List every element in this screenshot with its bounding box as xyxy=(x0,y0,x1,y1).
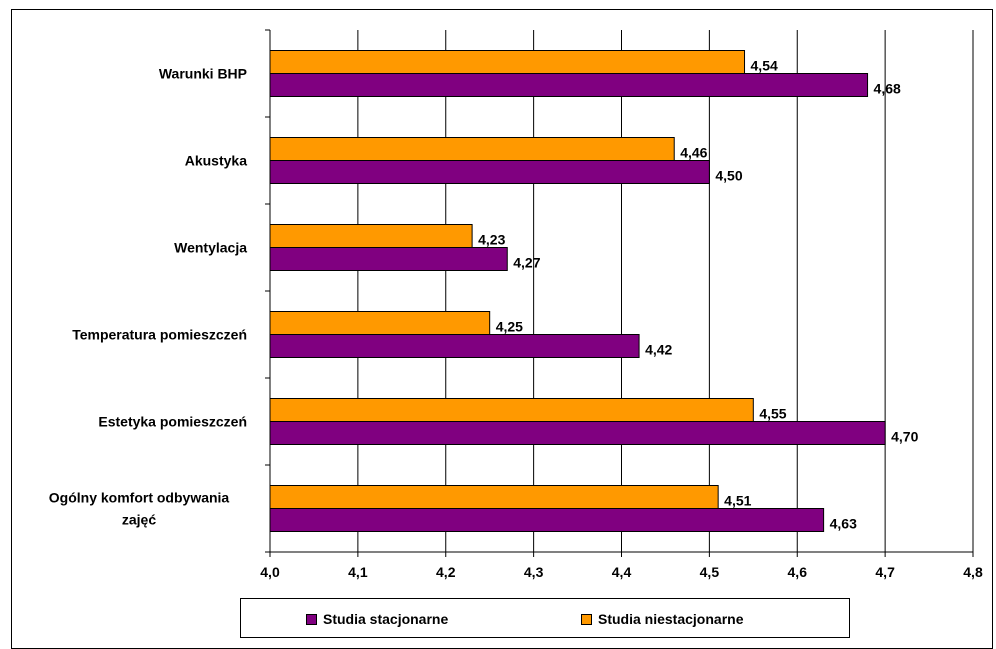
data-label: 4,54 xyxy=(751,58,778,74)
bar xyxy=(269,334,640,358)
chart-frame xyxy=(11,9,993,649)
x-tick-label: 4,3 xyxy=(524,564,544,580)
data-label: 4,46 xyxy=(680,145,707,161)
legend-item-niestacjonarne: Studia niestacjonarne xyxy=(581,611,743,627)
category-label: Wentylacja xyxy=(174,240,247,256)
legend-swatch-stacjonarne xyxy=(306,613,317,625)
bar xyxy=(269,485,719,509)
data-label: 4,27 xyxy=(513,255,540,271)
data-label: 4,50 xyxy=(715,168,742,184)
bar xyxy=(269,137,675,161)
bar xyxy=(269,508,825,532)
bar-chart: 4,0 4,1 4,2 4,3 4,4 4,5 4,6 4,7 4,8 4,54 4,68 Warun… xyxy=(49,29,983,580)
x-tick-label: 4,7 xyxy=(875,564,895,580)
bar xyxy=(269,73,869,97)
legend-item-stacjonarne: Studia stacjonarne xyxy=(306,611,448,627)
x-tick-label: 4,5 xyxy=(700,564,720,580)
bar xyxy=(269,398,754,422)
x-tick-label: 4,2 xyxy=(436,564,456,580)
x-tick-label: 4,8 xyxy=(963,564,983,580)
legend-swatch-niestacjonarne xyxy=(581,613,592,625)
category-label: Temperatura pomieszczeń xyxy=(72,327,247,343)
data-label: 4,25 xyxy=(496,319,523,335)
bar xyxy=(269,224,473,248)
legend-label-niestacjonarne: Studia niestacjonarne xyxy=(598,611,744,627)
data-label: 4,68 xyxy=(874,81,901,97)
category-label: zajęć xyxy=(122,512,156,528)
x-tick-label: 4,6 xyxy=(788,564,808,580)
category-label: Akustyka xyxy=(185,153,247,169)
category-label: Warunki BHP xyxy=(159,66,247,82)
bar xyxy=(269,247,508,271)
data-label: 4,55 xyxy=(759,406,786,422)
data-label: 4,70 xyxy=(891,429,918,445)
data-label: 4,63 xyxy=(830,516,857,532)
bar xyxy=(269,160,710,184)
category-label: Ogólny komfort odbywania xyxy=(49,490,230,506)
bar xyxy=(269,50,746,74)
legend-label-stacjonarne: Studia stacjonarne xyxy=(323,611,449,627)
data-label: 4,23 xyxy=(478,232,505,248)
bar xyxy=(269,311,491,335)
category-label: Estetyka pomieszczeń xyxy=(98,414,247,430)
x-tick-label: 4,4 xyxy=(612,564,632,580)
bar xyxy=(269,421,886,445)
data-label: 4,42 xyxy=(645,342,672,358)
data-label: 4,51 xyxy=(724,493,751,509)
x-tick-label: 4,0 xyxy=(260,564,280,580)
legend: Studia stacjonarne Studia niestacjonarne xyxy=(240,598,850,638)
x-tick-label: 4,1 xyxy=(348,564,368,580)
